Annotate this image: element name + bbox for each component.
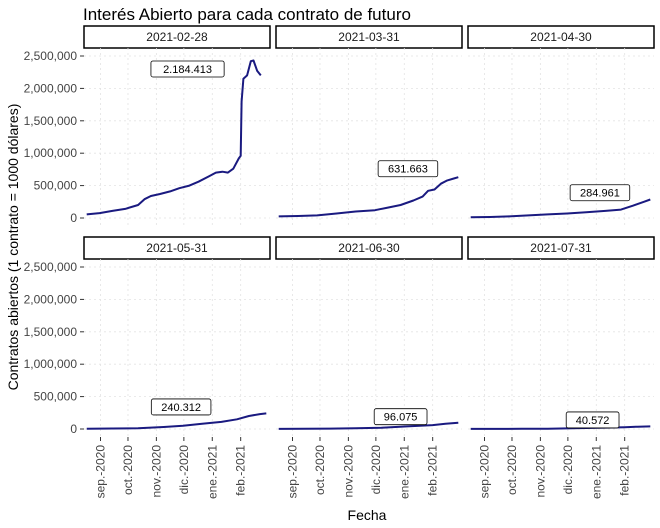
facet-strip-label: 2021-04-30 — [530, 30, 592, 44]
y-tick-label: 0 — [70, 422, 77, 436]
data-label-box — [373, 408, 428, 426]
x-tick-label: dic.-2020 — [561, 445, 575, 495]
data-label-box — [150, 60, 225, 78]
facet-strip — [275, 236, 463, 260]
facet-strip-label: 2021-03-31 — [338, 30, 400, 44]
x-tick-label: nov.-2020 — [341, 445, 355, 498]
y-tick-label: 1,500,000 — [24, 325, 78, 339]
series-line — [278, 421, 459, 430]
x-tick-label: dic.-2020 — [369, 445, 383, 495]
y-tick-label: 500,000 — [34, 390, 78, 404]
x-tick-label: oct.-2020 — [121, 445, 135, 495]
x-tick-label: sep.-2020 — [477, 445, 491, 499]
x-tick-label: ene.-2021 — [589, 445, 603, 499]
x-tick-label: nov.-2020 — [533, 445, 547, 498]
facet-strip — [275, 25, 463, 49]
series-line — [470, 198, 651, 219]
panel-2021-03-31: 2021-03-31 631.663 — [275, 25, 463, 226]
x-tick-label: nov.-2020 — [149, 445, 163, 498]
panels: 2021-02-28 0 500,000 1,000,000 1,500,000 2,00… — [24, 25, 655, 499]
data-label-box — [377, 160, 439, 178]
y-tick-label: 2,000,000 — [24, 81, 78, 95]
y-axis-label: Contratos abiertos (1 contrato = 1000 dó… — [5, 104, 21, 391]
x-tick-label: sep.-2020 — [93, 445, 107, 499]
y-tick-label: 0 — [70, 211, 77, 225]
x-tick-label: ene.-2021 — [205, 445, 219, 499]
x-tick-label: dic.-2020 — [177, 445, 191, 495]
x-tick-label: oct.-2020 — [313, 445, 327, 495]
facet-strip-label: 2021-05-31 — [146, 241, 208, 255]
panel-2021-07-31: 2021-07-31 sep.-2020 oct.-2020 nov.-2020 dic… — [467, 236, 655, 499]
data-label-box — [150, 398, 212, 416]
series-line — [470, 425, 651, 430]
data-label: 2.184.413 — [163, 64, 212, 76]
series-line — [86, 412, 267, 430]
facet-strip — [83, 236, 271, 260]
panel-2021-02-28: 2021-02-28 0 500,000 1,000,000 1,500,000 2,00… — [24, 25, 271, 226]
y-tick-label: 2,500,000 — [24, 49, 78, 63]
chart-title: Interés Abierto para cada contrato de fu… — [83, 5, 411, 24]
data-label: 96.075 — [384, 412, 418, 424]
facet-strip — [467, 236, 655, 260]
facet-strip-label: 2021-06-30 — [338, 241, 400, 255]
y-tick-label: 500,000 — [34, 179, 78, 193]
y-tick-label: 2,000,000 — [24, 292, 78, 306]
data-label-box — [569, 184, 631, 202]
facet-strip-label: 2021-02-28 — [146, 30, 208, 44]
x-tick-label: feb.-2021 — [618, 445, 632, 496]
data-label: 40.572 — [576, 415, 610, 427]
data-label: 284.961 — [580, 188, 620, 200]
panel-2021-06-30: 2021-06-30 sep.-2020 oct.-2020 nov.-2020 dic… — [275, 236, 463, 499]
y-tick-label: 1,000,000 — [24, 146, 78, 160]
y-tick-label: 1,000,000 — [24, 357, 78, 371]
y-tick-label: 2,500,000 — [24, 260, 78, 274]
panel-2021-04-30: 2021-04-30 284.961 — [467, 25, 655, 226]
facet-strip — [83, 25, 271, 49]
x-tick-label: ene.-2021 — [397, 445, 411, 499]
x-tick-label: oct.-2020 — [505, 445, 519, 495]
data-label: 240.312 — [161, 402, 201, 414]
facet-strip — [467, 25, 655, 49]
data-label: 631.663 — [388, 164, 428, 176]
series-line — [278, 176, 459, 218]
x-tick-label: sep.-2020 — [285, 445, 299, 499]
x-tick-label: feb.-2021 — [234, 445, 248, 496]
y-tick-label: 1,500,000 — [24, 114, 78, 128]
data-label-box — [565, 411, 620, 429]
series-line — [86, 59, 262, 216]
x-tick-label: feb.-2021 — [426, 445, 440, 496]
x-axis-label: Fecha — [348, 507, 387, 523]
panel-2021-05-31: 2021-05-31 0 500,000 1,000,000 1,500,000 2,00… — [24, 236, 271, 499]
facet-strip-label: 2021-07-31 — [530, 241, 592, 255]
